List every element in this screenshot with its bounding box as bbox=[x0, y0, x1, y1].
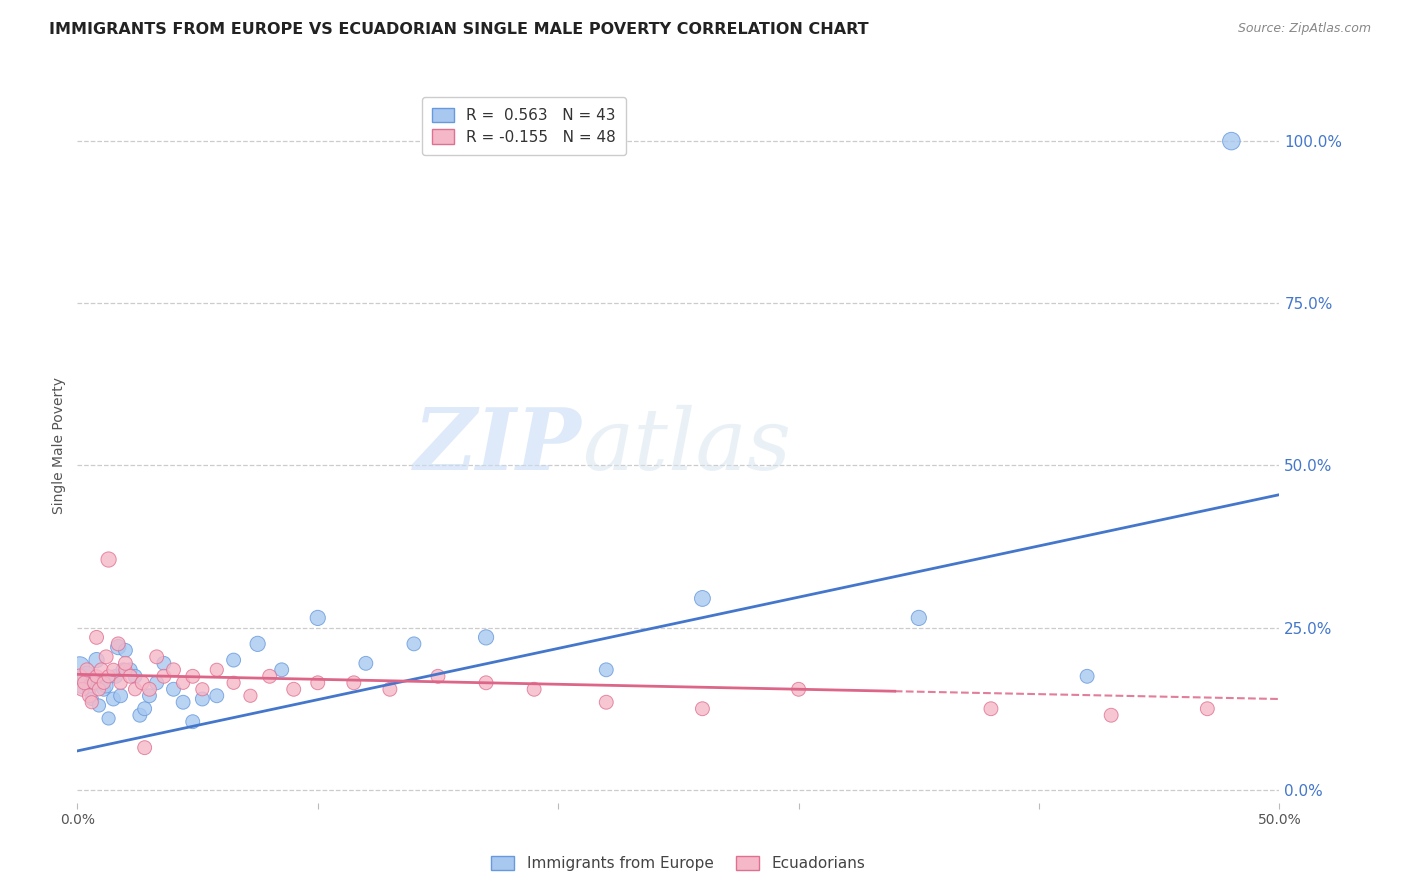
Point bbox=[181, 714, 204, 729]
Point bbox=[980, 702, 1002, 716]
Text: Source: ZipAtlas.com: Source: ZipAtlas.com bbox=[1237, 22, 1371, 36]
Point bbox=[172, 695, 194, 709]
Point bbox=[259, 669, 281, 683]
Point bbox=[120, 669, 142, 683]
Point bbox=[343, 675, 366, 690]
Point bbox=[104, 669, 127, 683]
Text: ZIP: ZIP bbox=[415, 404, 582, 488]
Point bbox=[595, 663, 617, 677]
Point bbox=[307, 611, 329, 625]
Point bbox=[270, 663, 292, 677]
Point bbox=[70, 679, 93, 693]
Point bbox=[128, 708, 150, 723]
Point bbox=[114, 643, 136, 657]
Point bbox=[1197, 702, 1219, 716]
Point bbox=[87, 698, 110, 713]
Point bbox=[172, 675, 194, 690]
Point bbox=[134, 740, 156, 755]
Point bbox=[80, 695, 103, 709]
Point bbox=[1076, 669, 1098, 683]
Point bbox=[76, 666, 98, 681]
Point bbox=[475, 631, 498, 645]
Point bbox=[145, 649, 167, 664]
Point bbox=[69, 659, 91, 673]
Point bbox=[86, 669, 108, 683]
Point bbox=[107, 640, 129, 654]
Point bbox=[239, 689, 262, 703]
Point bbox=[96, 649, 118, 664]
Point bbox=[90, 675, 112, 690]
Text: IMMIGRANTS FROM EUROPE VS ECUADORIAN SINGLE MALE POVERTY CORRELATION CHART: IMMIGRANTS FROM EUROPE VS ECUADORIAN SIN… bbox=[49, 22, 869, 37]
Point bbox=[97, 552, 120, 566]
Point bbox=[181, 669, 204, 683]
Point bbox=[138, 682, 160, 697]
Point bbox=[523, 682, 546, 697]
Point bbox=[76, 663, 98, 677]
Point bbox=[83, 675, 105, 690]
Point bbox=[70, 682, 93, 697]
Point bbox=[378, 682, 401, 697]
Point bbox=[107, 637, 129, 651]
Point bbox=[153, 657, 176, 671]
Point bbox=[307, 675, 329, 690]
Point bbox=[90, 663, 112, 677]
Point bbox=[427, 669, 450, 683]
Point bbox=[79, 682, 101, 697]
Point bbox=[83, 675, 105, 690]
Point bbox=[110, 675, 132, 690]
Point bbox=[222, 675, 245, 690]
Point bbox=[87, 682, 110, 697]
Point bbox=[86, 653, 108, 667]
Point bbox=[692, 591, 714, 606]
Point bbox=[475, 675, 498, 690]
Point bbox=[402, 637, 425, 651]
Point bbox=[205, 663, 228, 677]
Point bbox=[124, 669, 146, 683]
Point bbox=[205, 689, 228, 703]
Point bbox=[131, 675, 153, 690]
Point bbox=[103, 692, 125, 706]
Point bbox=[246, 637, 269, 651]
Point bbox=[787, 682, 810, 697]
Point bbox=[124, 682, 146, 697]
Point bbox=[110, 689, 132, 703]
Point bbox=[354, 657, 377, 671]
Point bbox=[73, 675, 96, 690]
Point bbox=[1220, 134, 1243, 148]
Point bbox=[162, 663, 184, 677]
Point bbox=[222, 653, 245, 667]
Point bbox=[191, 682, 214, 697]
Point bbox=[692, 702, 714, 716]
Point bbox=[69, 669, 91, 683]
Point bbox=[114, 663, 136, 677]
Point bbox=[595, 695, 617, 709]
Point bbox=[111, 663, 134, 677]
Point bbox=[145, 675, 167, 690]
Point bbox=[97, 669, 120, 683]
Point bbox=[79, 689, 101, 703]
Point bbox=[103, 663, 125, 677]
Point bbox=[86, 631, 108, 645]
Point bbox=[114, 657, 136, 671]
Point bbox=[1099, 708, 1122, 723]
Point bbox=[93, 675, 115, 690]
Point bbox=[153, 669, 176, 683]
Point bbox=[73, 669, 96, 683]
Text: atlas: atlas bbox=[582, 405, 792, 487]
Point bbox=[162, 682, 184, 697]
Point bbox=[96, 679, 118, 693]
Point bbox=[283, 682, 305, 697]
Legend: Immigrants from Europe, Ecuadorians: Immigrants from Europe, Ecuadorians bbox=[485, 849, 872, 877]
Point bbox=[97, 711, 120, 725]
Point bbox=[138, 689, 160, 703]
Point bbox=[134, 702, 156, 716]
Y-axis label: Single Male Poverty: Single Male Poverty bbox=[52, 377, 66, 515]
Point bbox=[120, 663, 142, 677]
Point bbox=[80, 692, 103, 706]
Point bbox=[191, 692, 214, 706]
Point bbox=[93, 682, 115, 697]
Point bbox=[908, 611, 931, 625]
